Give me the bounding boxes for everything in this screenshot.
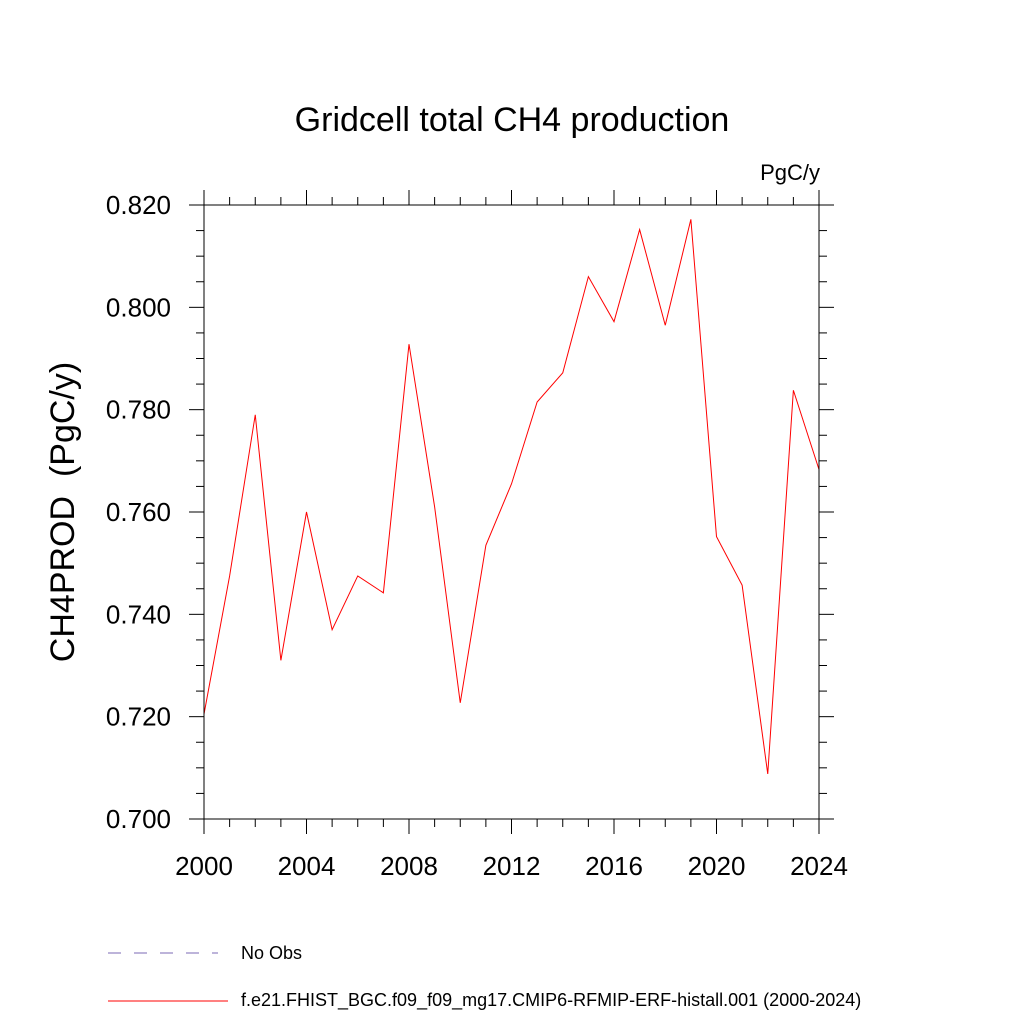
axis-ticks [189,190,834,834]
x-tick-label: 2020 [688,851,746,881]
x-tick-label: 2008 [380,851,438,881]
y-tick-label: 0.820 [106,190,171,220]
units-label: PgC/y [760,160,820,185]
x-tick-label: 2004 [278,851,336,881]
legend: No Obs f.e21.FHIST_BGC.f09_f09_mg17.CMIP… [108,943,861,1011]
y-tick-label: 0.740 [106,599,171,629]
chart-title: Gridcell total CH4 production [295,101,730,139]
x-tick-label: 2012 [483,851,541,881]
y-tick-label: 0.800 [106,292,171,322]
axis-tick-labels: 0.700 0.720 0.740 0.760 0.780 0.800 0.820 2000 2… [106,190,848,881]
y-axis-label: CH4PROD (PgC/y) [44,362,82,662]
y-tick-label: 0.720 [106,702,171,732]
series-layer [203,219,820,775]
series-line-0 [203,219,820,775]
plot-frame [203,204,820,820]
y-tick-label: 0.760 [106,497,171,527]
y-tick-label: 0.780 [106,395,171,425]
x-tick-label: 2016 [585,851,643,881]
x-tick-label: 2000 [175,851,233,881]
x-tick-label: 2024 [790,851,848,881]
y-tick-label: 0.700 [106,804,171,834]
legend-label-run: f.e21.FHIST_BGC.f09_f09_mg17.CMIP6-RFMIP… [241,990,861,1011]
legend-label-no-obs: No Obs [241,943,302,963]
